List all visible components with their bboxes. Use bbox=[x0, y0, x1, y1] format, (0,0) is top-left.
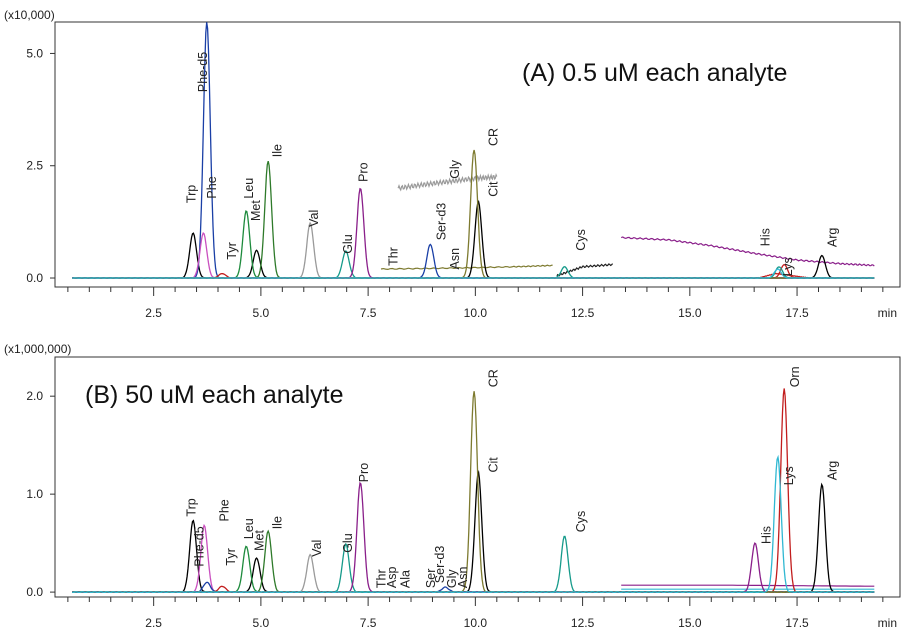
peak-label: Ile bbox=[271, 144, 285, 157]
panel-title: (B) 50 uM each analyte bbox=[85, 381, 343, 409]
x-tick-label: 12.5 bbox=[571, 616, 595, 630]
peak-label: Arg bbox=[826, 461, 840, 481]
peak-label: Arg bbox=[826, 228, 840, 248]
baseline-drift bbox=[556, 263, 614, 277]
peak-label: Ala bbox=[399, 570, 413, 588]
y-multiplier-label: (x10,000) bbox=[4, 8, 55, 22]
peak-label: Cys bbox=[574, 511, 588, 533]
peak-label: Tyr bbox=[224, 548, 238, 565]
y-tick-label: 5.0 bbox=[26, 46, 43, 60]
panel-b: (x1,000,000) 0.0 1.0 2.0 2.5 5.0 7.5 10.0 12.5 15… bbox=[4, 342, 901, 630]
peak-label: Phe-d5 bbox=[192, 526, 206, 566]
peak-label: Trp bbox=[185, 498, 199, 516]
x-tick-label: 2.5 bbox=[145, 306, 162, 320]
peak-label: Leu bbox=[242, 518, 256, 539]
y-tick-label: 2.0 bbox=[26, 389, 43, 403]
peak-label: Met bbox=[249, 200, 263, 221]
peak-label: Phe bbox=[205, 176, 219, 198]
panel-title: (A) 0.5 uM each analyte bbox=[522, 59, 787, 87]
x-tick-label: 17.5 bbox=[785, 306, 809, 320]
y-tick-label: 1.0 bbox=[26, 487, 43, 501]
y-tick-label: 0.0 bbox=[26, 585, 43, 599]
chromatogram-trace bbox=[72, 210, 875, 279]
peak-label: CR bbox=[487, 369, 501, 387]
x-tick-label: 7.5 bbox=[360, 616, 377, 630]
baseline-drift bbox=[621, 584, 875, 587]
peak-label: Ser bbox=[424, 569, 438, 588]
peak-label: Glu bbox=[341, 234, 355, 254]
peak-label: Asn bbox=[456, 567, 470, 589]
x-tick-label: 17.5 bbox=[785, 616, 809, 630]
chromatogram-trace bbox=[72, 263, 875, 279]
peak-label: Glu bbox=[341, 533, 355, 553]
x-tick-label: 10.0 bbox=[464, 616, 488, 630]
x-axis-label: min bbox=[878, 616, 897, 630]
peak-label: Cit bbox=[487, 181, 501, 197]
baseline-drift bbox=[620, 236, 875, 267]
chromatogram-trace bbox=[72, 454, 875, 594]
chromatogram-trace bbox=[72, 200, 875, 279]
peak-label: His bbox=[759, 228, 773, 246]
baseline-drift bbox=[397, 172, 498, 192]
peak-label: Cys bbox=[574, 229, 588, 251]
chromatogram-trace bbox=[72, 581, 875, 594]
plot-frame bbox=[54, 356, 901, 598]
peak-label: Leu bbox=[242, 178, 256, 199]
peak-label: Lys bbox=[782, 466, 796, 485]
chromatogram-trace bbox=[72, 149, 875, 279]
peak-label: Gly bbox=[448, 159, 462, 179]
x-tick-label: 5.0 bbox=[253, 616, 270, 630]
peak-label: Phe bbox=[218, 499, 232, 521]
peak-label: Phe-d5 bbox=[196, 52, 210, 92]
x-tick-label: 2.5 bbox=[145, 616, 162, 630]
x-tick-label: 15.0 bbox=[678, 306, 702, 320]
x-tick-label: 12.5 bbox=[571, 306, 595, 320]
peak-label: Thr bbox=[386, 247, 400, 266]
x-tick-label: 7.5 bbox=[360, 306, 377, 320]
plot-frame bbox=[54, 21, 901, 288]
x-tick-label: 5.0 bbox=[253, 306, 270, 320]
peak-label: Ile bbox=[271, 516, 285, 529]
y-tick-label: 2.5 bbox=[26, 159, 43, 173]
peak-label: Asp bbox=[385, 567, 399, 589]
peak-label: Thr bbox=[374, 569, 388, 588]
peak-label: Pro bbox=[357, 463, 371, 483]
peak-label: Ser-d3 bbox=[433, 546, 447, 584]
x-tick-label: 10.0 bbox=[464, 306, 488, 320]
peak-label: Gly bbox=[445, 569, 459, 589]
peak-label: Met bbox=[253, 530, 267, 551]
peak-label: Lys bbox=[781, 257, 795, 276]
peak-label: Val bbox=[307, 210, 321, 227]
peak-label: Trp bbox=[185, 185, 199, 203]
peak-label: Cit bbox=[487, 457, 501, 473]
peak-label: CR bbox=[487, 128, 501, 146]
x-tick-label: 15.0 bbox=[678, 616, 702, 630]
peak-label: His bbox=[760, 526, 774, 544]
x-axis-label: min bbox=[878, 306, 897, 320]
y-multiplier-label: (x1,000,000) bbox=[4, 342, 71, 356]
peak-label: Pro bbox=[356, 162, 370, 182]
peak-label: Val bbox=[310, 540, 324, 557]
peak-label: Asn bbox=[448, 248, 462, 270]
chromatogram-trace bbox=[72, 268, 875, 279]
y-tick-label: 0.0 bbox=[26, 271, 43, 285]
panel-a: (x10,000) 0.0 2.5 5.0 2.5 5.0 7.5 10.0 12.5 15.0 1… bbox=[4, 8, 901, 320]
peak-label: Tyr bbox=[225, 242, 239, 259]
peak-label: Orn bbox=[788, 366, 802, 387]
peak-label: Ser-d3 bbox=[434, 203, 448, 241]
